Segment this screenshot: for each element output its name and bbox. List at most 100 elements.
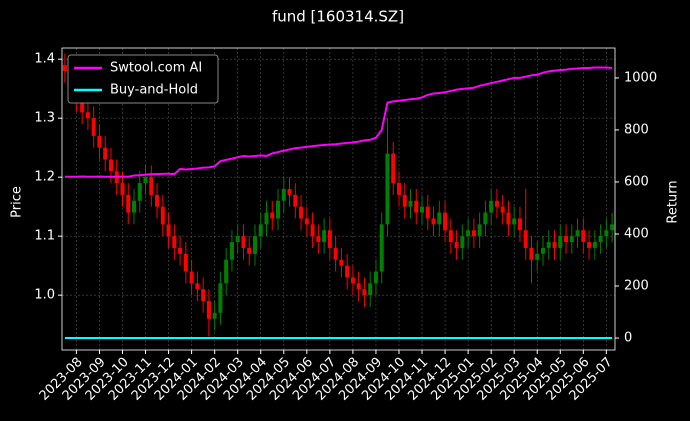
candle-body — [149, 177, 154, 195]
candle-body — [368, 283, 373, 296]
candle-body — [385, 153, 390, 225]
candle-body — [408, 200, 413, 207]
candle-body — [402, 194, 407, 207]
y2-tick-label: 800 — [624, 122, 649, 137]
candle-body — [189, 271, 194, 284]
candle-body — [489, 200, 494, 213]
candle-body — [310, 224, 315, 237]
candle-body — [339, 259, 344, 266]
candle-body — [414, 200, 419, 213]
candle-body — [287, 188, 292, 195]
candle-body — [258, 224, 263, 237]
candle-body — [437, 212, 442, 225]
candle-body — [466, 230, 471, 237]
candle-body — [270, 212, 275, 219]
candle-body — [598, 236, 603, 243]
candle-body — [183, 253, 188, 272]
candle-body — [506, 212, 511, 225]
candle-body — [500, 206, 505, 213]
candle-body — [212, 312, 217, 319]
candle-body — [97, 135, 102, 148]
y2-tick-label: 600 — [624, 174, 649, 189]
candle-body — [241, 236, 246, 248]
y-tick-label: 1.4 — [34, 52, 55, 67]
candle-body — [540, 247, 546, 254]
candle-body — [350, 277, 355, 284]
candle-body — [575, 230, 580, 237]
candle-body — [333, 247, 338, 260]
candle-body — [275, 200, 281, 219]
candle-body — [322, 230, 327, 243]
candle-body — [592, 242, 597, 248]
series-line — [64, 66, 613, 178]
candle-body — [103, 147, 108, 160]
candle-body — [454, 242, 459, 248]
candle-body — [558, 236, 563, 248]
candle-body — [431, 218, 436, 225]
candle-body — [293, 194, 298, 207]
candle-body — [425, 206, 430, 219]
candle-body — [420, 206, 425, 213]
y-axis-label: Price — [10, 186, 25, 218]
candle-body — [229, 242, 234, 260]
legend: Swtool.com AI Buy-and-Hold — [67, 54, 219, 104]
candle-body — [494, 200, 499, 207]
candle-body — [512, 218, 517, 225]
y-tick-label: 1.2 — [34, 170, 55, 185]
candle-body — [304, 218, 309, 225]
candle-body — [535, 253, 540, 260]
candle-body — [218, 283, 223, 313]
candle-body — [529, 247, 534, 260]
candle-body — [235, 236, 240, 243]
candle-body — [143, 177, 148, 184]
candle-body — [379, 224, 384, 272]
y2-tick-label: 1000 — [624, 70, 657, 85]
candle-body — [80, 100, 85, 113]
chart-title: fund [160314.SZ] — [272, 8, 404, 26]
candle-body — [201, 289, 206, 302]
candle-body — [373, 271, 378, 284]
candle-body — [281, 188, 286, 201]
candle-body — [356, 283, 361, 290]
candle-body — [247, 247, 252, 254]
y2-tick-label: 0 — [624, 331, 632, 346]
candle-body — [137, 183, 142, 201]
candle-body — [587, 242, 592, 248]
plot-frame — [61, 47, 616, 351]
candle-body — [471, 230, 476, 237]
candle-body — [316, 236, 321, 243]
candle-body — [552, 242, 557, 248]
candle-body — [166, 224, 171, 237]
candle-body — [564, 236, 569, 243]
y2-tick-label: 200 — [624, 279, 649, 294]
candle-body — [155, 194, 160, 207]
candle-body — [517, 218, 522, 231]
candle-body — [483, 212, 488, 225]
y2-axis-label: Return — [666, 180, 681, 223]
candle-body — [252, 236, 257, 254]
candle-body — [131, 200, 137, 213]
candle-body — [206, 301, 211, 319]
candle-body — [443, 212, 448, 231]
legend-box — [67, 54, 219, 104]
candle-body — [523, 230, 528, 248]
candle-body — [546, 242, 551, 248]
legend-label: Swtool.com AI — [110, 61, 202, 76]
candle-body — [195, 283, 200, 290]
candle-body — [391, 153, 396, 184]
candle-body — [604, 230, 609, 237]
candle-body — [448, 230, 453, 243]
candle-body — [120, 183, 125, 195]
candle-body — [299, 206, 304, 219]
candle-body — [172, 236, 177, 248]
candle-body — [108, 159, 113, 172]
candle-body — [85, 112, 90, 119]
candle-body — [160, 206, 165, 225]
candle-body — [62, 65, 67, 72]
candle-body — [345, 265, 350, 278]
candle-body — [477, 224, 482, 237]
candle-body — [126, 194, 131, 213]
candle-body — [581, 230, 586, 243]
legend-label: Buy-and-Hold — [110, 83, 198, 98]
